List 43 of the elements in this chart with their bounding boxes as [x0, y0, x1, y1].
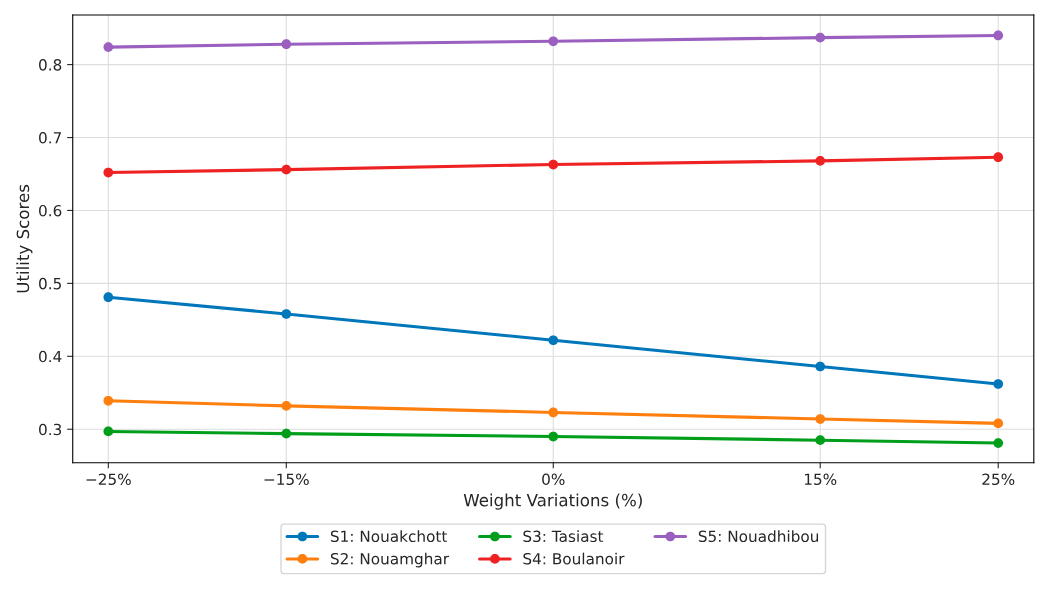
point [815, 32, 826, 43]
point [548, 159, 559, 170]
legend-label: S5: Nouadhibou [698, 530, 819, 543]
point [993, 152, 1004, 163]
point [548, 407, 559, 418]
point [815, 435, 826, 446]
point [815, 414, 826, 424]
y-tick-label: 0.5 [39, 277, 61, 290]
y-axis-title: Utility Scores [16, 184, 33, 293]
point [281, 401, 292, 411]
y-tick-label: 0.3 [39, 423, 62, 436]
x-axis-title: Weight Variations (%) [463, 493, 642, 510]
point [281, 309, 292, 319]
point [548, 431, 559, 442]
point [103, 426, 114, 437]
point [281, 39, 292, 50]
y-tick-label: 0.8 [39, 59, 62, 71]
point [548, 335, 559, 346]
point [103, 42, 114, 52]
point [993, 418, 1004, 429]
legend-label: S3: Tasiast [523, 530, 604, 543]
point [281, 164, 292, 175]
y-tick-label: 0.6 [39, 204, 62, 217]
point [103, 292, 114, 303]
point [281, 428, 292, 439]
point [548, 36, 559, 47]
point [103, 395, 114, 406]
x-tick-label: −15% [264, 473, 309, 486]
x-tick-label: −25% [86, 473, 131, 486]
point [993, 30, 1004, 41]
point [993, 438, 1004, 448]
legend-label: S2: Nouamghar [330, 552, 450, 568]
legend-label: S1: Nouakchott [330, 530, 448, 543]
point [993, 379, 1004, 389]
x-tick-label: 0% [542, 473, 565, 486]
legend-label: S4: Boulanoir [523, 552, 625, 565]
point [103, 167, 114, 178]
point [815, 361, 826, 372]
x-tick-label: 15% [804, 473, 837, 486]
point [815, 156, 826, 166]
y-tick-label: 0.7 [39, 132, 62, 144]
y-tick-label: 0.4 [39, 350, 62, 363]
x-tick-label: 25% [982, 473, 1015, 486]
